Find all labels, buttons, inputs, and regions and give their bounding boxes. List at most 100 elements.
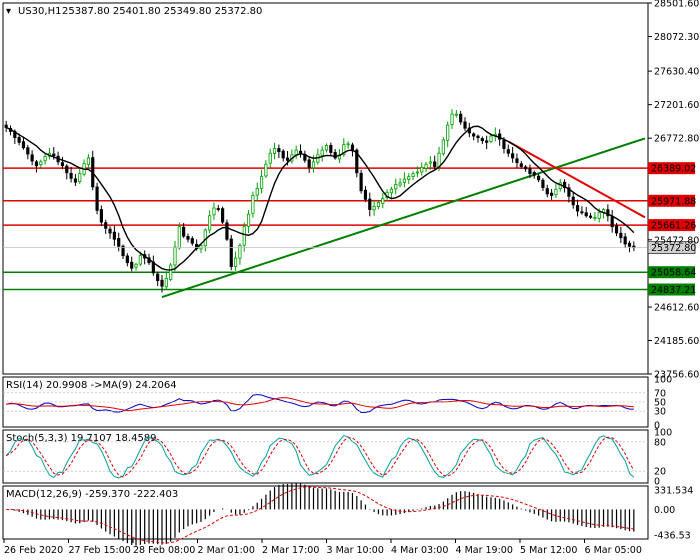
candle bbox=[567, 183, 571, 203]
candle bbox=[73, 174, 78, 186]
candle bbox=[182, 223, 186, 239]
current-price-label: 25372.80 bbox=[651, 243, 696, 254]
candle bbox=[402, 172, 407, 188]
price-tick-label: 26772.80 bbox=[654, 134, 699, 145]
macd-signal-line bbox=[6, 486, 634, 544]
time-tick-label: 3 Mar 10:00 bbox=[327, 545, 384, 556]
candle bbox=[125, 253, 129, 267]
candle bbox=[134, 262, 138, 271]
time-tick-label: 4 Mar 19:00 bbox=[456, 545, 513, 556]
candle bbox=[65, 164, 69, 180]
macd-bars bbox=[6, 483, 635, 546]
candle bbox=[485, 135, 489, 150]
candle bbox=[381, 193, 385, 209]
candle bbox=[519, 160, 523, 169]
rsi-tick-label: 100 bbox=[654, 375, 672, 386]
ma-line bbox=[5, 125, 635, 271]
candle bbox=[277, 144, 281, 159]
level-label-box-2 bbox=[648, 219, 695, 232]
level-label-box-3 bbox=[648, 266, 695, 279]
candle bbox=[411, 171, 415, 181]
time-tick-label: 2 Mar 17:00 bbox=[262, 545, 319, 556]
candle bbox=[532, 170, 536, 179]
stoch-title: Stoch(5,3,3) 19.7107 18.4589 bbox=[6, 433, 157, 444]
time-tick-label: 27 Feb 15:00 bbox=[69, 545, 131, 556]
candle bbox=[69, 167, 73, 183]
candle bbox=[251, 191, 255, 218]
candle bbox=[199, 243, 203, 254]
candle bbox=[463, 117, 467, 131]
ascending-trendline bbox=[161, 137, 646, 299]
time-tick-label: 2 Mar 01:00 bbox=[198, 545, 255, 556]
stoch-lines bbox=[5, 434, 635, 479]
candle bbox=[588, 212, 593, 219]
level-labels: 26389.02 25971.88 25661.26 25058.64 24837.21 bbox=[648, 162, 696, 296]
level-label-4: 24837.21 bbox=[651, 285, 696, 296]
candle bbox=[363, 185, 368, 203]
candle bbox=[554, 183, 558, 199]
candle bbox=[307, 157, 311, 173]
candle bbox=[39, 159, 43, 169]
candle bbox=[372, 199, 376, 216]
candle bbox=[524, 165, 528, 172]
candle bbox=[506, 144, 510, 157]
candle bbox=[177, 222, 181, 250]
candle bbox=[619, 226, 623, 244]
candle bbox=[60, 156, 65, 170]
candle bbox=[34, 159, 39, 173]
candle bbox=[208, 210, 212, 234]
candle bbox=[476, 134, 480, 143]
candle bbox=[541, 178, 545, 192]
macd-tick-label: 0.00 bbox=[654, 505, 675, 516]
candle bbox=[472, 132, 476, 141]
candle bbox=[575, 199, 580, 217]
candle bbox=[108, 226, 112, 239]
stoch-main-line bbox=[5, 434, 635, 479]
candle bbox=[238, 243, 242, 265]
macd-tick-label: -436.53 bbox=[654, 531, 691, 542]
candle bbox=[117, 232, 121, 252]
candle bbox=[584, 207, 588, 218]
candle bbox=[446, 121, 450, 148]
candle bbox=[515, 153, 519, 169]
rsi-tick-label: 30 bbox=[654, 407, 666, 418]
price-tick-label: 25472.80 bbox=[654, 235, 699, 246]
stoch-tick-label: 80 bbox=[654, 437, 666, 448]
candle bbox=[233, 251, 238, 271]
ohlc-values: 25387.80 25401.80 25349.80 25372.80 bbox=[62, 6, 262, 17]
candle bbox=[441, 137, 445, 156]
candle bbox=[545, 184, 549, 198]
candle bbox=[130, 256, 134, 272]
candle bbox=[242, 222, 246, 252]
candle bbox=[433, 155, 437, 171]
candle bbox=[21, 136, 26, 150]
level-label-3: 25058.64 bbox=[651, 268, 696, 279]
candle bbox=[450, 109, 454, 129]
candle bbox=[320, 146, 324, 162]
candle bbox=[221, 206, 225, 224]
candle bbox=[264, 160, 268, 178]
candle bbox=[186, 233, 190, 243]
candle bbox=[78, 168, 82, 184]
candle bbox=[138, 251, 142, 267]
rsi-tick-label: 0 bbox=[654, 421, 660, 432]
price-tick-label: 27201.60 bbox=[654, 100, 699, 111]
price-tick-label: 24185.60 bbox=[654, 336, 699, 347]
candle bbox=[246, 210, 251, 234]
candle bbox=[225, 219, 229, 241]
price-tick-label: 27630.40 bbox=[654, 67, 699, 78]
candle bbox=[614, 222, 619, 237]
candle bbox=[26, 144, 30, 160]
price-tick-label: 28072.30 bbox=[654, 32, 699, 43]
descending-trendline bbox=[507, 140, 646, 219]
time-tick-label: 4 Mar 03:00 bbox=[391, 545, 448, 556]
candle bbox=[528, 164, 532, 179]
price-panel-frame bbox=[2, 2, 649, 375]
stoch-tick-label: 100 bbox=[654, 428, 672, 439]
candle bbox=[580, 206, 584, 215]
candle bbox=[394, 178, 398, 195]
